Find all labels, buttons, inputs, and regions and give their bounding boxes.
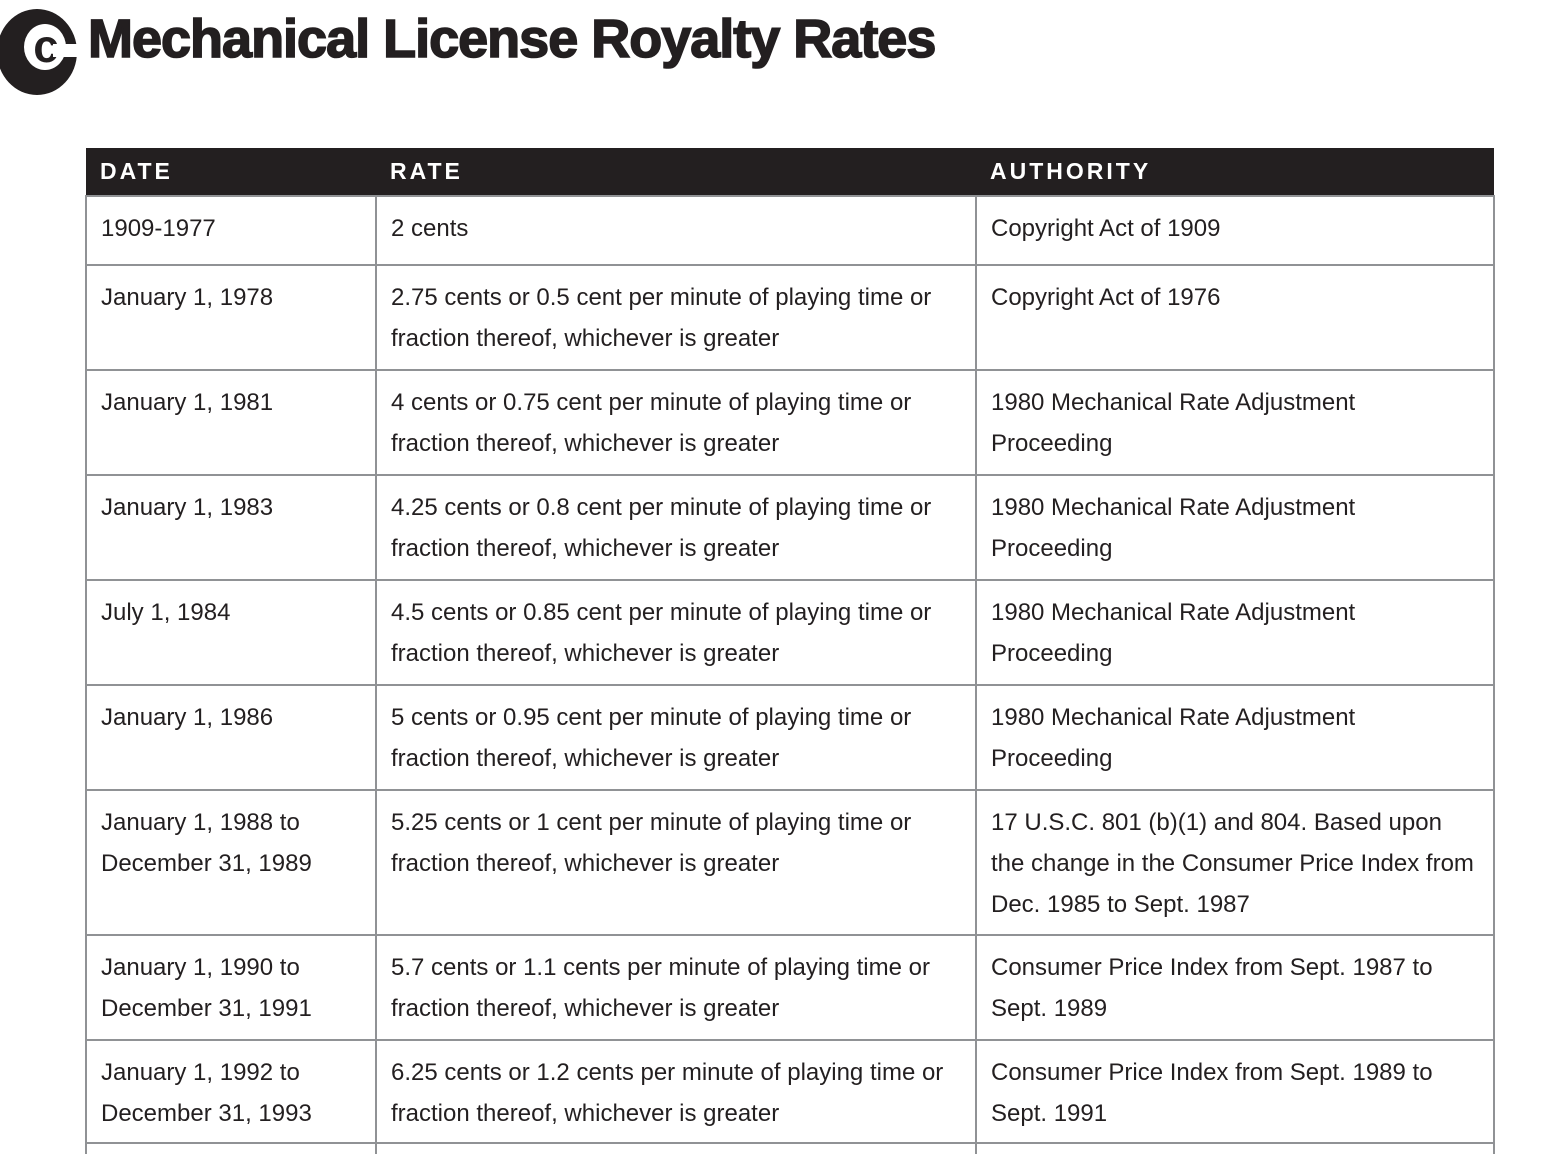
cell-date: January 1, 1992 to December 31, 1993 xyxy=(85,1039,377,1144)
column-header-rate: RATE xyxy=(376,148,976,196)
cell-rate: 6.25 cents or 1.2 cents per minute of pl… xyxy=(375,1039,977,1144)
cell-date: January 1, 1981 xyxy=(85,369,377,476)
cell-date: January 1, 1990 to December 31, 1991 xyxy=(85,934,377,1041)
copyright-c-logo-icon: c xyxy=(0,5,82,99)
table-row: January 1, 1981 4 cents or 0.75 cent per … xyxy=(85,369,1495,476)
cell-authority: Copyright Act of 1976 xyxy=(975,264,1495,371)
cell-rate: 4 cents or 0.75 cent per minute of playi… xyxy=(375,369,977,476)
table-header: DATE RATE AUTHORITY xyxy=(86,148,1494,196)
page-title: Mechanical License Royalty Rates xyxy=(87,8,937,70)
cell-authority xyxy=(975,1142,1495,1154)
cell-authority: Copyright Act of 1909 xyxy=(975,195,1495,266)
cell-rate: 5 cents or 0.95 cent per minute of playi… xyxy=(375,684,977,791)
table-row: January 1, 1983 4.25 cents or 0.8 cent pe… xyxy=(85,474,1495,581)
column-header-authority: AUTHORITY xyxy=(976,148,1494,196)
cell-authority: 1980 Mechanical Rate Adjustment Proceedi… xyxy=(975,579,1495,686)
cell-date: January 1, 1986 xyxy=(85,684,377,791)
cell-authority: 1980 Mechanical Rate Adjustment Proceedi… xyxy=(975,684,1495,791)
cell-date: January 1, 1988 to December 31, 1989 xyxy=(85,789,377,936)
cell-date: July 1, 1984 xyxy=(85,579,377,686)
cell-date: 1909-1977 xyxy=(85,195,377,266)
royalty-rates-table: DATE RATE AUTHORITY 1909-1977 2 cents Copy… xyxy=(85,148,1495,1154)
cell-date: January 1, 1983 xyxy=(85,474,377,581)
cell-rate: 2 cents xyxy=(375,195,977,266)
cell-rate: 5.25 cents or 1 cent per minute of playi… xyxy=(375,789,977,936)
table-row-partial xyxy=(85,1142,1495,1154)
cell-rate: 4.25 cents or 0.8 cent per minute of pla… xyxy=(375,474,977,581)
table-row: January 1, 1990 to December 31, 1991 5.7 … xyxy=(85,934,1495,1041)
cell-date: January 1, 1978 xyxy=(85,264,377,371)
cell-authority: 1980 Mechanical Rate Adjustment Proceedi… xyxy=(975,474,1495,581)
cell-authority: Consumer Price Index from Sept. 1989 to … xyxy=(975,1039,1495,1144)
table-body: 1909-1977 2 cents Copyright Act of 1909 Jan… xyxy=(85,195,1495,1154)
table-row: July 1, 1984 4.5 cents or 0.85 cent per m… xyxy=(85,579,1495,686)
table-row: January 1, 1988 to December 31, 1989 5.25… xyxy=(85,789,1495,936)
cell-rate: 2.75 cents or 0.5 cent per minute of pla… xyxy=(375,264,977,371)
table-row: January 1, 1992 to December 31, 1993 6.25… xyxy=(85,1039,1495,1144)
table-row: January 1, 1978 2.75 cents or 0.5 cent pe… xyxy=(85,264,1495,371)
cell-date xyxy=(85,1142,377,1154)
cell-authority: Consumer Price Index from Sept. 1987 to … xyxy=(975,934,1495,1041)
cell-rate: 5.7 cents or 1.1 cents per minute of pla… xyxy=(375,934,977,1041)
table-row: January 1, 1986 5 cents or 0.95 cent per … xyxy=(85,684,1495,791)
cell-authority: 1980 Mechanical Rate Adjustment Proceedi… xyxy=(975,369,1495,476)
column-header-date: DATE xyxy=(86,148,376,196)
cell-rate xyxy=(375,1142,977,1154)
cell-authority: 17 U.S.C. 801 (b)(1) and 804. Based upon… xyxy=(975,789,1495,936)
cell-rate: 4.5 cents or 0.85 cent per minute of pla… xyxy=(375,579,977,686)
header-row: DATE RATE AUTHORITY xyxy=(86,148,1494,196)
table-row: 1909-1977 2 cents Copyright Act of 1909 xyxy=(85,195,1495,266)
